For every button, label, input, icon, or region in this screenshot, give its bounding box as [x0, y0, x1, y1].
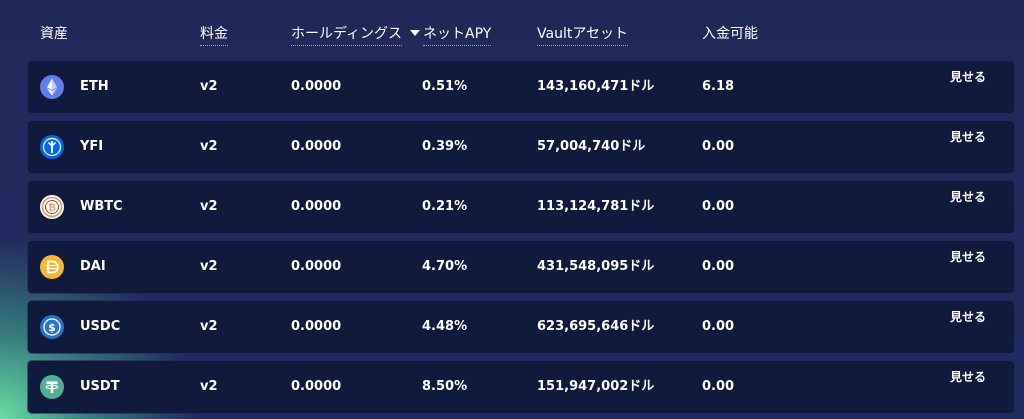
asset-name: YFI [80, 139, 104, 154]
usdc-icon: $ [40, 315, 64, 339]
asset-name: USDC [80, 319, 121, 334]
view-button[interactable]: 見せる [950, 310, 987, 324]
asset-name: ETH [80, 79, 109, 94]
vault-assets-value: 431,548,095ドル [537, 259, 655, 274]
holdings-value: 0.0000 [291, 319, 342, 334]
net-apy-value: 0.39% [422, 139, 468, 154]
table-row[interactable]: $ USDC v2 0.0000 4.48% 623,695,646ドル 0.0… [28, 301, 1014, 353]
view-button[interactable]: 見せる [950, 250, 987, 264]
sort-arrow-icon[interactable] [404, 24, 422, 44]
column-header-fee[interactable]: 料金 [200, 24, 228, 46]
vault-assets-value: 143,160,471ドル [537, 79, 655, 94]
holdings-value: 0.0000 [291, 379, 342, 394]
column-header-asset: 資産 [40, 26, 68, 42]
net-apy-value: 4.70% [422, 259, 468, 274]
column-header-net-apy[interactable]: ネットAPY [423, 24, 492, 46]
available-value: 0.00 [702, 139, 735, 154]
table-row[interactable]: USDT v2 0.0000 8.50% 151,947,002ドル 0.00 … [28, 361, 1014, 413]
net-apy-value: 4.48% [422, 319, 468, 334]
available-value: 0.00 [702, 259, 735, 274]
column-header-available: 入金可能 [702, 26, 758, 42]
column-header-vault-assets[interactable]: Vaultアセット [537, 24, 629, 46]
fee-value: v2 [200, 199, 218, 214]
svg-text:$: $ [48, 321, 56, 334]
holdings-value: 0.0000 [291, 79, 342, 94]
eth-icon [40, 75, 64, 99]
asset-name: DAI [80, 259, 106, 274]
fee-value: v2 [200, 139, 218, 154]
dai-icon [40, 255, 64, 279]
table-row[interactable]: ETH v2 0.0000 0.51% 143,160,471ドル 6.18 見… [28, 61, 1014, 113]
wbtc-icon: ₿ [40, 195, 64, 219]
asset-name: WBTC [80, 199, 123, 214]
svg-text:₿: ₿ [48, 203, 55, 214]
fee-value: v2 [200, 259, 218, 274]
fee-value: v2 [200, 79, 218, 94]
holdings-value: 0.0000 [291, 259, 342, 274]
asset-name: USDT [80, 379, 120, 394]
vault-assets-value: 151,947,002ドル [537, 379, 655, 394]
holdings-value: 0.0000 [291, 199, 342, 214]
net-apy-value: 0.21% [422, 199, 468, 214]
view-button[interactable]: 見せる [950, 370, 987, 384]
table-header: 資産 料金 ホールディングス ネットAPY Vaultアセット 入金可能 [0, 0, 1024, 62]
table-row[interactable]: ₿ WBTC v2 0.0000 0.21% 113,124,781ドル 0.0… [28, 181, 1014, 233]
table-row[interactable]: YFI v2 0.0000 0.39% 57,004,740ドル 0.00 見せ… [28, 121, 1014, 173]
available-value: 0.00 [702, 319, 735, 334]
table-row[interactable]: DAI v2 0.0000 4.70% 431,548,095ドル 0.00 見… [28, 241, 1014, 293]
vault-assets-value: 623,695,646ドル [537, 319, 655, 334]
column-header-holdings[interactable]: ホールディングス [291, 24, 403, 46]
vault-assets-value: 113,124,781ドル [537, 199, 655, 214]
vault-assets-value: 57,004,740ドル [537, 139, 646, 154]
fee-value: v2 [200, 379, 218, 394]
view-button[interactable]: 見せる [950, 70, 987, 84]
yfi-icon [40, 135, 64, 159]
holdings-value: 0.0000 [291, 139, 342, 154]
fee-value: v2 [200, 319, 218, 334]
view-button[interactable]: 見せる [950, 190, 987, 204]
net-apy-value: 0.51% [422, 79, 468, 94]
available-value: 0.00 [702, 379, 735, 394]
view-button[interactable]: 見せる [950, 130, 987, 144]
net-apy-value: 8.50% [422, 379, 468, 394]
usdt-icon [40, 375, 64, 399]
available-value: 6.18 [702, 79, 735, 94]
available-value: 0.00 [702, 199, 735, 214]
